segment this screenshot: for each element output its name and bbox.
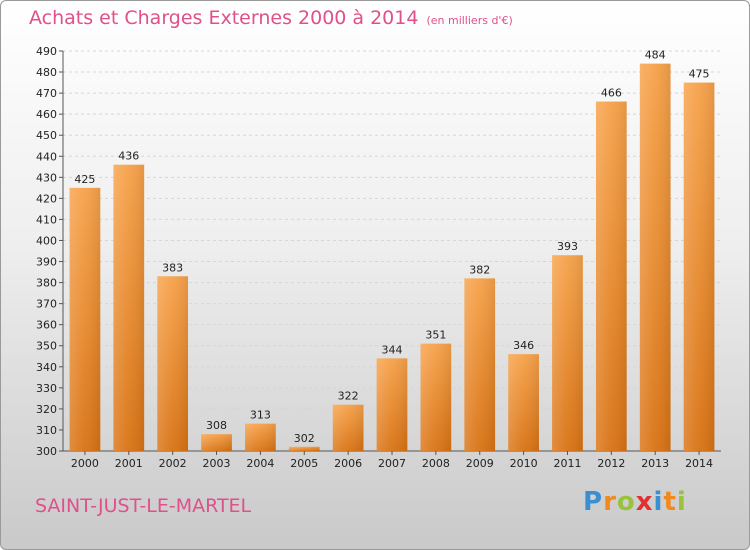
value-label: 308: [206, 419, 227, 432]
chart-title-text: Achats et Charges Externes 2000 à 2014: [29, 7, 419, 29]
value-label: 393: [557, 240, 578, 253]
y-tick-label: 300: [36, 445, 57, 458]
chart-subtitle: (en milliers d'€): [426, 14, 513, 27]
y-tick-label: 450: [36, 129, 57, 142]
y-tick-label: 380: [36, 277, 57, 290]
logo-letter: r: [603, 487, 617, 517]
y-tick-labels: 300 310 320 330 340 350 360 370 380 390 400 410 420 4…: [36, 45, 57, 458]
bar-shine: [420, 343, 452, 451]
x-tick-label: 2011: [553, 457, 581, 470]
value-label: 436: [118, 150, 139, 163]
x-tick-label: 2005: [290, 457, 318, 470]
value-label: 484: [645, 49, 666, 62]
value-label: 425: [74, 173, 95, 186]
proxiti-logo: Proxiti: [583, 487, 687, 517]
y-tick-label: 410: [36, 213, 57, 226]
y-tick-label: 400: [36, 234, 57, 247]
bar-shine: [683, 82, 715, 451]
y-tick-label: 350: [36, 340, 57, 353]
bar-shine: [639, 63, 671, 451]
x-tick-label: 2008: [422, 457, 450, 470]
value-label: 351: [425, 329, 446, 342]
x-tick-label: 2000: [71, 457, 99, 470]
x-tick-label: 2004: [246, 457, 274, 470]
bar-shine: [464, 278, 496, 451]
value-label: 383: [162, 261, 183, 274]
y-tick-label: 440: [36, 150, 57, 163]
bar-shine: [332, 404, 364, 451]
x-tick-label: 2001: [115, 457, 143, 470]
value-label: 475: [689, 68, 710, 81]
x-tick-label: 2009: [466, 457, 494, 470]
value-label: 313: [250, 409, 271, 422]
y-tick-label: 480: [36, 66, 57, 79]
x-tick-label: 2007: [378, 457, 406, 470]
value-label: 322: [338, 390, 359, 403]
logo-letter: t: [663, 487, 677, 517]
y-tick-label: 370: [36, 298, 57, 311]
bars: [69, 63, 715, 452]
x-tick-label: 2003: [203, 457, 231, 470]
logo-letter: i: [676, 487, 687, 517]
y-tick-label: 420: [36, 192, 57, 205]
bar-shine: [157, 276, 189, 451]
x-tick-label: 2012: [597, 457, 625, 470]
y-tick-label: 360: [36, 319, 57, 332]
bar-shine: [113, 164, 145, 451]
y-tick-label: 320: [36, 403, 57, 416]
y-tick-label: 340: [36, 361, 57, 374]
y-tick-label: 460: [36, 108, 57, 121]
x-tick-label: 2006: [334, 457, 362, 470]
y-tick-label: 390: [36, 256, 57, 269]
bar-shine: [595, 101, 627, 452]
logo-letter: o: [616, 487, 636, 517]
logo-letter: i: [653, 487, 664, 517]
value-label: 346: [513, 339, 534, 352]
bar-shine: [288, 446, 320, 451]
y-tick-label: 310: [36, 424, 57, 437]
value-label: 466: [601, 87, 622, 100]
x-tick-labels: 2000 2001 2002 2003 2004 2005 2006 2007 2008 2009…: [71, 451, 713, 470]
bar-shine: [201, 434, 232, 451]
value-label: 344: [382, 343, 403, 356]
x-tick-label: 2014: [685, 457, 713, 470]
y-tick-label: 490: [36, 45, 57, 58]
x-tick-label: 2013: [641, 457, 669, 470]
y-tick-label: 470: [36, 87, 57, 100]
y-tick-label: 430: [36, 171, 57, 184]
value-label: 302: [294, 432, 315, 445]
bar-shine: [552, 255, 583, 451]
value-labels: 425 436 383 308 313 302 322 344 351 382 346 393 466 4…: [74, 49, 709, 445]
x-tick-label: 2002: [159, 457, 187, 470]
bar-shine: [69, 187, 101, 451]
city-name: SAINT-JUST-LE-MARTEL: [35, 495, 252, 517]
bar-shine: [245, 423, 276, 451]
y-tick-label: 330: [36, 382, 57, 395]
bar-shine: [376, 358, 408, 451]
logo-letter: P: [583, 487, 604, 517]
value-label: 382: [469, 263, 490, 276]
x-tick-label: 2010: [510, 457, 538, 470]
chart-title: Achats et Charges Externes 2000 à 2014 (e…: [29, 7, 513, 29]
bar-shine: [508, 354, 539, 451]
logo-letter: x: [635, 487, 654, 517]
